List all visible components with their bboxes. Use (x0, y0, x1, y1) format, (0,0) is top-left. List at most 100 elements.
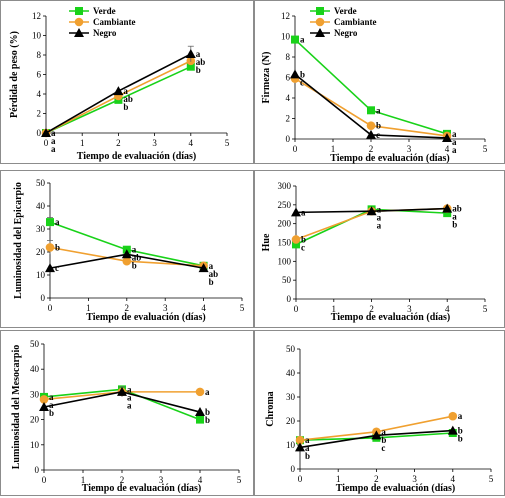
x-tick-label: 5 (237, 475, 242, 485)
legend-marker (316, 7, 324, 15)
data-point (366, 129, 376, 139)
significance-letter: b (458, 434, 463, 444)
significance-letter: a (377, 204, 382, 214)
x-tick-label: 0 (42, 475, 47, 485)
y-tick-label: 50 (282, 275, 292, 285)
y-tick-label: 30 (286, 392, 296, 402)
data-point (185, 49, 196, 59)
y-tick-label: 150 (278, 238, 292, 248)
data-point (295, 435, 305, 445)
x-tick-label: 4 (445, 304, 450, 314)
y-tick-label: 10 (32, 31, 42, 41)
x-tick-label: 5 (489, 474, 494, 484)
y-tick-label: 12 (281, 11, 290, 21)
x-tick-label: 0 (293, 144, 298, 154)
y-tick-label: 20 (36, 247, 46, 257)
x-tick-label: 0 (294, 304, 299, 314)
x-axis-label: Tiempo de evaluación (días) (336, 483, 456, 494)
axes: 0 10 20 30 40 50 0 1 2 3 4 5 (36, 178, 245, 313)
y-tick-label: 10 (30, 440, 40, 450)
significance-letter: b (381, 435, 386, 445)
y-tick-label: 0 (37, 128, 42, 138)
significance-letter: c (301, 242, 305, 252)
y-axis-label: Hue (261, 233, 272, 251)
x-tick-label: 3 (152, 138, 157, 148)
x-axis-label: Tiempo de evaluación (días) (86, 312, 206, 323)
y-axis-label: Luminosidad del Epicarpio (13, 182, 24, 299)
y-tick-label: 30 (30, 389, 40, 399)
x-tick-label: 5 (240, 303, 245, 313)
y-tick-label: 4 (286, 93, 291, 103)
legend-label: Negro (93, 28, 117, 38)
data-point (45, 263, 55, 273)
y-tick-label: 0 (286, 134, 291, 144)
x-tick-label: 3 (407, 144, 412, 154)
significance-letter: b (209, 277, 214, 287)
x-tick-label: 1 (331, 144, 336, 154)
significance-letter: a (55, 217, 60, 227)
significance-letter: b (132, 261, 137, 271)
chart-panel-hue: 0 50 100 150 200 250 300 0 1 2 3 4 5 Tiempo de evalua… (254, 170, 505, 328)
significance-letter: a (301, 207, 306, 217)
significance-letter: b (196, 65, 201, 75)
significance-letter: a (127, 392, 132, 402)
data-point (292, 240, 300, 249)
data-point (371, 430, 382, 440)
data-point (196, 415, 204, 424)
y-tick-label: 40 (36, 201, 46, 211)
significance-letter: a (49, 400, 54, 410)
axes: 0 50 100 150 200 250 300 0 1 2 3 4 5 (278, 181, 488, 314)
data-point (291, 235, 301, 244)
x-tick-label: 3 (407, 304, 412, 314)
significance-letter: a (209, 261, 214, 271)
data-point (198, 263, 209, 273)
y-tick-label: 0 (35, 465, 40, 475)
significance-letter: a (452, 129, 457, 139)
data-point (366, 121, 376, 130)
x-tick-label: 1 (332, 304, 337, 314)
significance-letter: b (300, 69, 305, 79)
chart-panel-chroma: 0 10 20 30 40 50 0 1 2 3 4 5 Tiempo de evaluación (d… (254, 330, 505, 496)
significance-letter: a (196, 49, 201, 59)
axes: 0 10 20 30 40 50 0 1 2 3 4 5 (286, 344, 494, 484)
chart-svg: 0 50 100 150 200 250 300 0 1 2 3 4 5 Tiempo de evalua… (261, 181, 488, 323)
data-point (291, 207, 301, 217)
data-point (186, 62, 195, 71)
x-tick-label: 2 (374, 474, 379, 484)
significance-letter: ab (132, 253, 142, 263)
significance-letter: a (376, 105, 381, 115)
chart-panel-epicarp-luminosity: 0 10 20 30 40 50 0 1 2 3 4 5 Tiempo de evaluación (d… (0, 170, 254, 328)
y-axis-label: Luminosidad del Mesocarpio (11, 345, 22, 469)
y-tick-label: 6 (37, 70, 42, 80)
y-tick-label: 100 (278, 256, 292, 266)
significance-letter: a (51, 144, 56, 154)
significance-letter: b (49, 408, 54, 418)
y-tick-label: 40 (286, 368, 296, 378)
significance-letter: a (127, 400, 132, 410)
significance-letter: b (452, 220, 457, 230)
y-tick-label: 50 (36, 178, 46, 188)
series-negro (295, 425, 458, 452)
significance-letter: b (376, 121, 381, 131)
x-tick-label: 2 (116, 138, 121, 148)
y-tick-label: 300 (278, 181, 292, 191)
x-tick-label: 4 (445, 144, 450, 154)
legend-label: Verde (93, 6, 116, 16)
data-point (366, 206, 377, 216)
significance-letter: ab (123, 94, 133, 104)
x-tick-label: 1 (81, 475, 86, 485)
y-tick-label: 0 (41, 293, 46, 303)
y-axis-label: Pérdida de peso (%) (9, 31, 20, 118)
x-tick-label: 4 (198, 475, 203, 485)
significance-letter: a (452, 145, 457, 155)
x-tick-label: 1 (86, 303, 91, 313)
significance-letter: b (305, 451, 310, 461)
data-point (46, 218, 54, 227)
significance-letter: b (205, 415, 210, 425)
significance-letter: a (51, 136, 56, 146)
legend-marker (315, 28, 325, 37)
